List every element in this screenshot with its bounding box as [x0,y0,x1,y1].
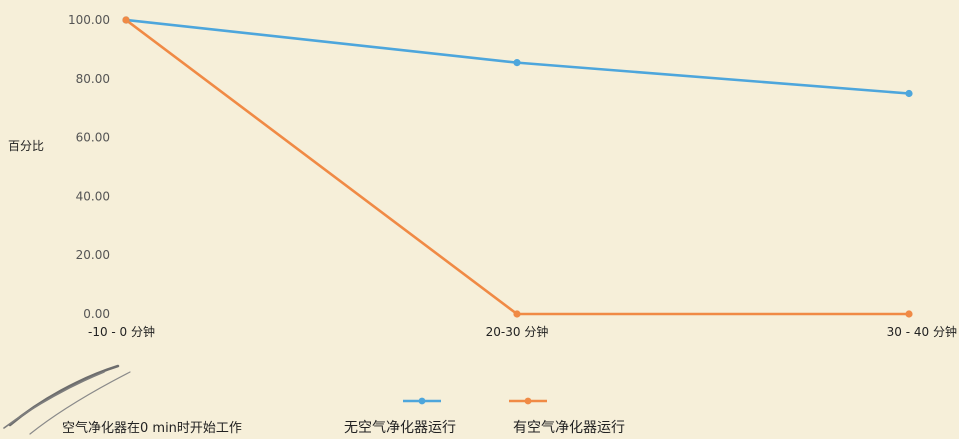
data-point [122,16,130,24]
legend-label: 有空气净化器运行 [513,420,625,436]
y-tick-label: 80.00 [76,72,110,86]
data-point [513,59,521,67]
x-axis-ticks: -10 - 0 分钟 20-30 分钟 30 - 40 分钟 [88,324,957,339]
legend-label: 无空气净化器运行 [344,420,456,436]
data-point [905,310,913,318]
annotation-pen-stroke [8,364,120,427]
legend-swatch-marker [524,397,532,405]
y-tick-label: 60.00 [76,131,110,145]
y-axis-ticks: 0.00 20.00 40.00 60.00 80.00 100.00 [68,13,110,321]
x-tick-label: 30 - 40 分钟 [887,324,957,339]
y-tick-label: 100.00 [68,13,110,27]
legend-swatch-marker [418,397,426,405]
y-tick-label: 40.00 [76,189,110,203]
annotation-pen-stroke [3,371,105,429]
annotation-pen-stroke [29,371,131,435]
annotation: 空气净化器在0 min时开始工作 [3,364,242,436]
data-point [513,310,521,318]
y-tick-label: 0.00 [83,307,110,321]
data-point [905,89,913,98]
annotation-text: 空气净化器在0 min时开始工作 [62,420,242,436]
x-tick-label: 20-30 分钟 [486,324,549,339]
series-line [125,18,910,95]
series-points [122,16,913,318]
legend: 无空气净化器运行 有空气净化器运行 [344,397,625,436]
x-tick-label: -10 - 0 分钟 [88,324,155,339]
y-tick-label: 20.00 [76,248,110,262]
y-axis-label: 百分比 [8,139,44,153]
